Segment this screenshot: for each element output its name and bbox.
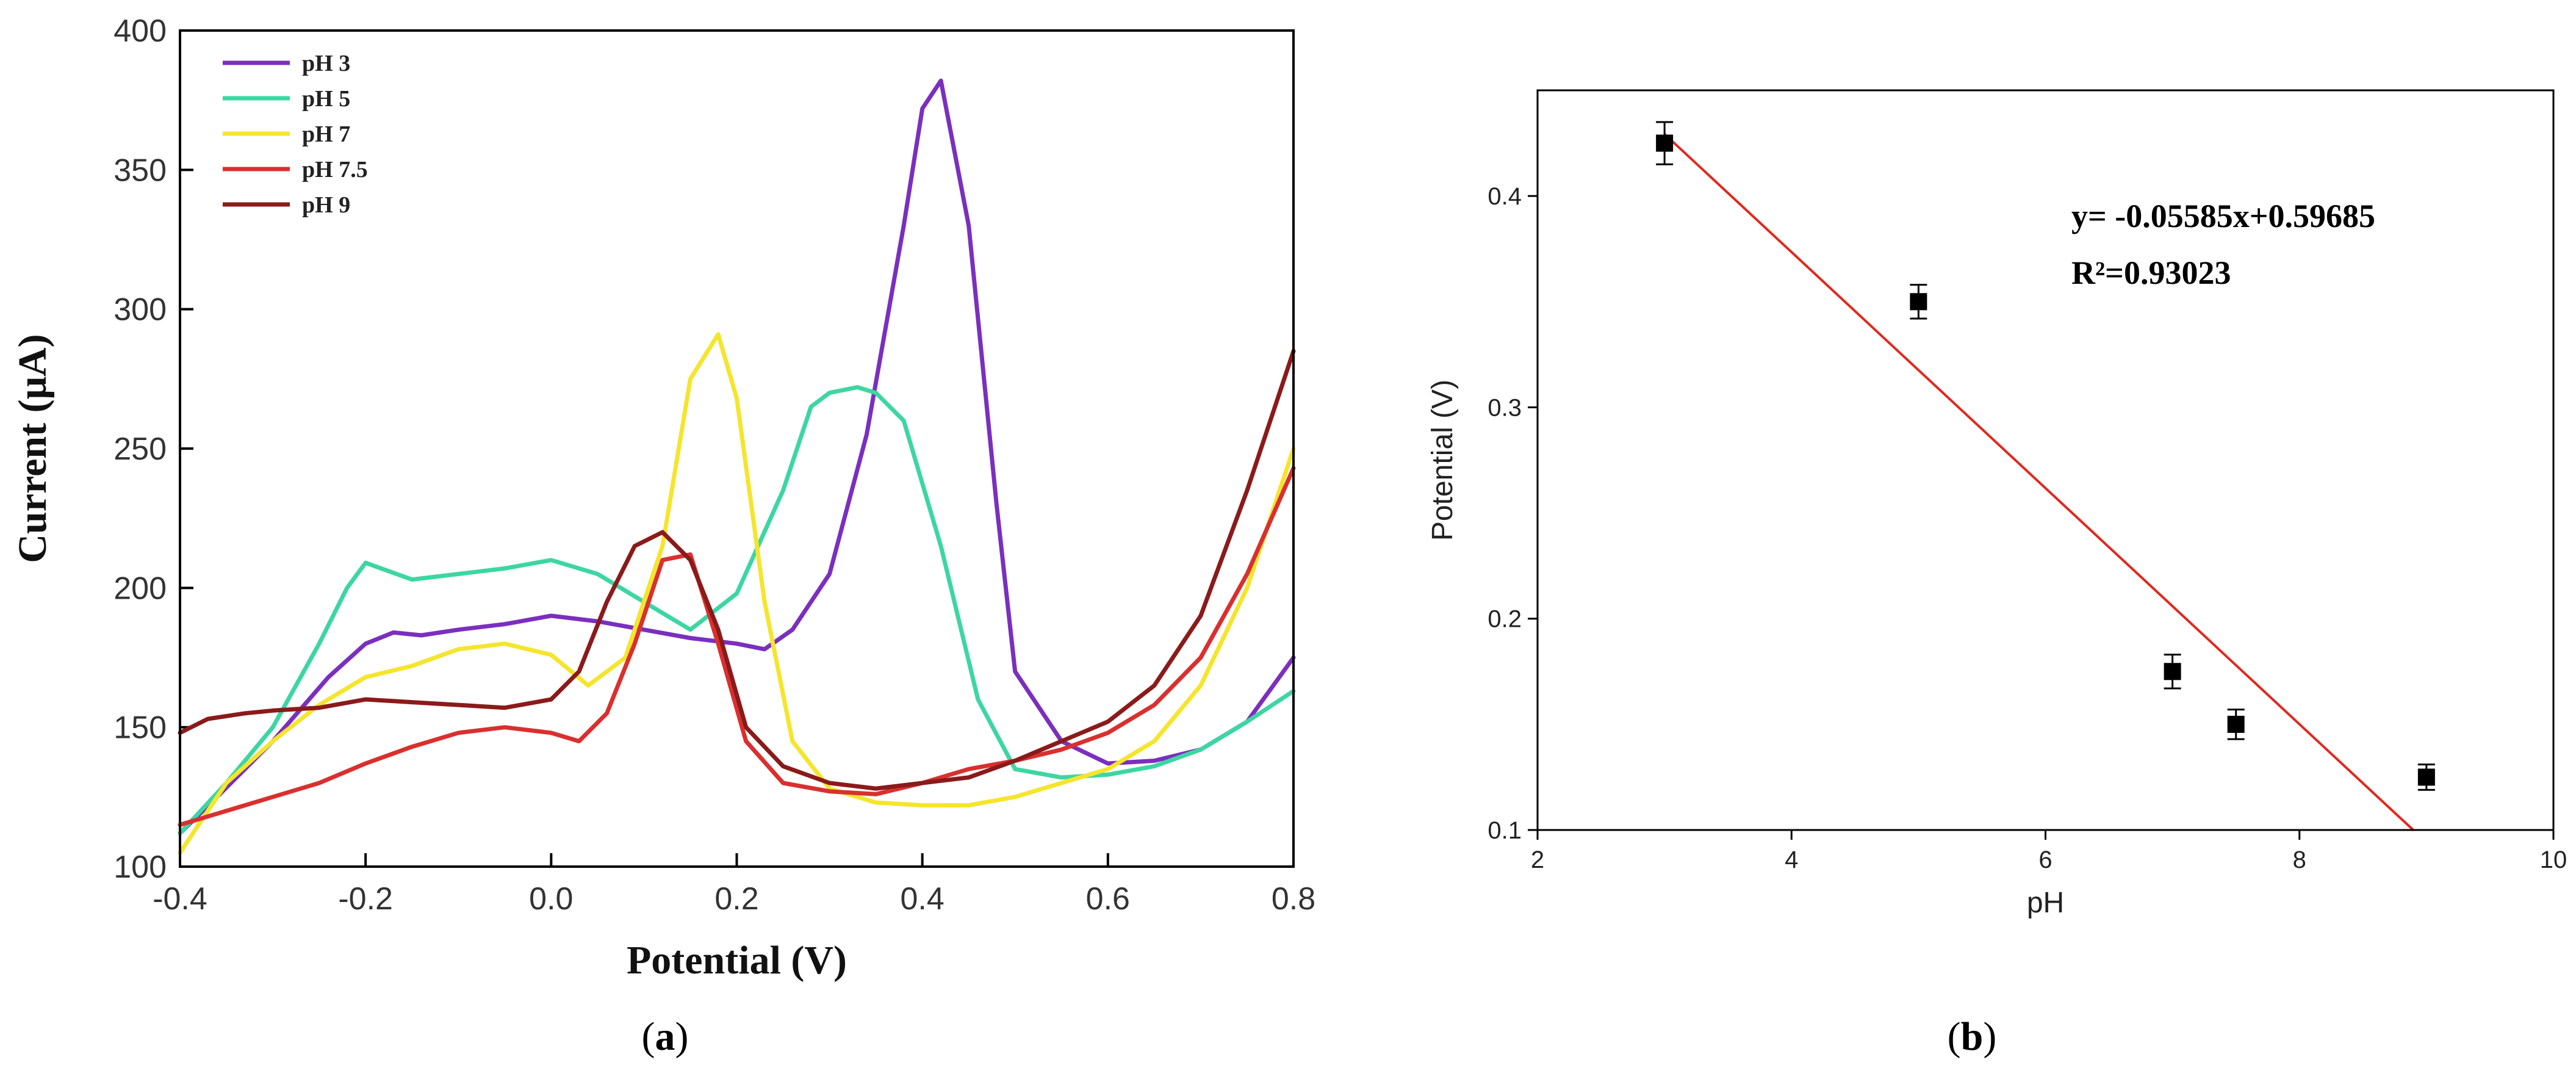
panel-a-legend-label: pH 5 (302, 86, 350, 112)
panel-b-y-tick-label: 0.3 (1488, 394, 1522, 421)
panel-b-data-point (2417, 768, 2435, 786)
panel-a-y-tick-label: 350 (113, 153, 167, 188)
panel-a-x-tick-label: -0.2 (338, 881, 393, 917)
panel-a-y-tick-label: 250 (113, 431, 167, 467)
caption-a: (a) (642, 1014, 689, 1059)
panel-a-x-tick-label: 0.4 (901, 881, 944, 917)
panel-b-x-tick-label: 2 (1531, 846, 1544, 873)
panel-b-chart: 2 4 6 8 10 0.1 0.2 0.3 0.4 pH Potential (V) y= … (1427, 89, 2567, 919)
panel-a-x-tick-label: 0.6 (1086, 881, 1130, 917)
panel-b-x-tick-label: 10 (2540, 846, 2567, 873)
panel-b-x-tick-label: 4 (1785, 846, 1798, 873)
panel-a-x-tick-label: 0.0 (529, 881, 573, 917)
caption-b-letter: b (1961, 1014, 1984, 1059)
panel-b-r-squared-annotation: R²=0.93023 (2071, 254, 2231, 291)
panel-b-y-tick-labels: 0.1 0.2 0.3 0.4 (1488, 183, 1522, 844)
caption-a-letter: a (655, 1014, 675, 1059)
panel-b-equation-annotation: y= -0.05585x+0.59685 (2071, 198, 2375, 234)
panel-a-legend: pH 3 pH 5 pH 7 pH 7.5 pH 9 (223, 51, 368, 218)
panel-b-y-tick-label: 0.2 (1488, 606, 1522, 633)
panel-a-x-axis-label: Potential (V) (627, 938, 847, 983)
panel-a-y-tick-label: 150 (113, 710, 167, 746)
panel-a-legend-label: pH 9 (302, 192, 350, 218)
panel-b-x-tick-label: 6 (2038, 846, 2052, 873)
panel-a-x-tick-labels: -0.4 -0.2 0.0 0.2 0.4 0.6 0.8 (153, 881, 1315, 917)
panel-a-series-line-ph-7 (178, 332, 1296, 855)
panel-a-y-tick-labels: 100 150 200 250 300 350 400 (113, 13, 167, 885)
panel-b-y-tick-label: 0.4 (1488, 183, 1522, 210)
panel-b-data-point (2227, 715, 2245, 733)
panel-a-series-line-ph-9 (178, 348, 1296, 791)
panel-b-x-tick-label: 8 (2293, 846, 2306, 873)
panel-b-points (1656, 121, 2435, 791)
panel-a-x-tick-label: 0.8 (1272, 881, 1315, 917)
panel-b-ticks (1528, 195, 2555, 840)
panel-a-legend-label: pH 3 (302, 51, 350, 76)
panel-a-plot-frame (179, 29, 1295, 868)
panel-a-y-tick-label: 300 (113, 292, 167, 328)
panel-b-x-axis-label: pH (2027, 887, 2064, 919)
panel-b-y-axis-label: Potential (V) (1427, 380, 1459, 541)
caption-b: (b) (1948, 1014, 1997, 1059)
panel-b-fit-line (1663, 133, 2415, 832)
panel-b-data-point (2164, 663, 2181, 680)
panel-b-data-point (1656, 134, 1674, 152)
panel-a-y-tick-label: 400 (113, 13, 167, 49)
panel-a-y-tick-label: 200 (113, 571, 167, 606)
panel-a-legend-label: pH 7.5 (302, 157, 368, 182)
panel-a-x-tick-label: -0.4 (153, 881, 207, 917)
panel-b-x-tick-labels: 2 4 6 8 10 (1531, 846, 2567, 873)
panel-a-legend-label: pH 7 (302, 121, 350, 147)
panel-a-chart: -0.4 -0.2 0.0 0.2 0.4 0.6 0.8 100 150 200 250 300 3… (10, 13, 1315, 983)
panel-b-plot-frame (1536, 89, 2555, 831)
panel-a-ticks (179, 29, 1295, 868)
panel-a-series-group (178, 78, 1296, 855)
panel-a-y-axis-label: Current (μA) (10, 334, 55, 563)
panel-a-x-tick-label: 0.2 (714, 881, 758, 917)
panel-a-y-tick-label: 100 (113, 850, 167, 885)
panel-b-y-tick-label: 0.1 (1488, 817, 1522, 844)
panel-a-series-line-ph-5 (178, 385, 1296, 835)
panel-b-data-point (1910, 293, 1927, 311)
